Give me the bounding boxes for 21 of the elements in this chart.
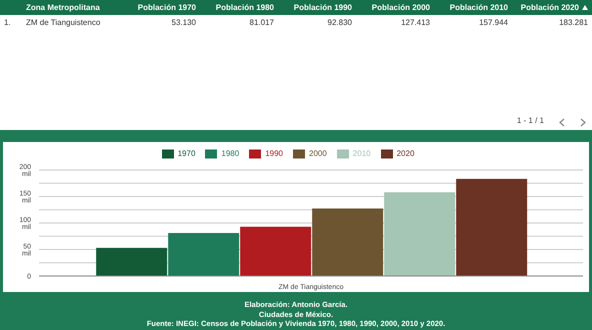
bar — [96, 248, 168, 276]
text: 183.281 — [558, 17, 589, 29]
bar — [384, 192, 456, 276]
text: 157.944 — [478, 17, 509, 29]
text: 81.017 — [248, 17, 275, 29]
legend-label: 2010 — [352, 149, 371, 158]
bar — [312, 208, 384, 276]
legend-label: 2000 — [309, 149, 327, 158]
bar — [240, 226, 312, 276]
text: 53.130 — [170, 17, 197, 29]
legend-label: 1990 — [265, 149, 283, 158]
bar — [168, 233, 240, 276]
text: 127.413 — [400, 17, 431, 29]
category-label: ZM de Tianguistenco — [26, 18, 100, 27]
legend-label: 1970 — [178, 149, 196, 158]
text: 92.830 — [326, 17, 353, 29]
legend-label: 2020 — [396, 149, 414, 158]
legend-label: 1980 — [221, 149, 240, 158]
text: 1 - 1 / 1 — [516, 116, 544, 125]
text: 1. — [3, 17, 12, 29]
bar — [456, 178, 528, 276]
